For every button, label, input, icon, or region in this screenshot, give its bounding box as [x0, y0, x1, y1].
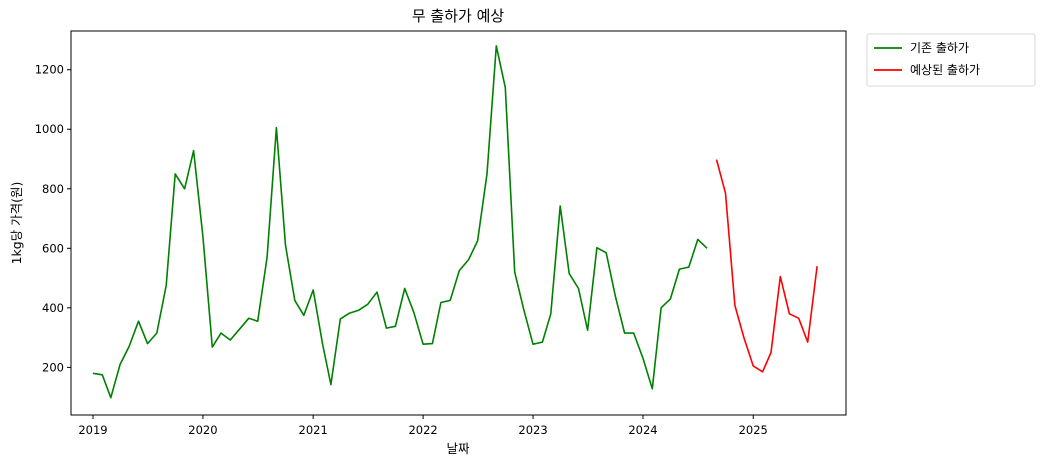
- y-axis: 200 400 600 800 1000 1200: [35, 63, 71, 374]
- x-tick-label: 2021: [299, 423, 328, 437]
- x-tick-label: 2019: [78, 423, 107, 437]
- legend-label-1: 예상된 출하가: [910, 63, 980, 77]
- y-tick-label: 1200: [35, 63, 64, 77]
- x-tick-label: 2023: [518, 423, 547, 437]
- legend-label-0: 기존 출하가: [910, 41, 969, 55]
- y-tick-label: 400: [42, 301, 64, 315]
- legend-frame: [866, 33, 1036, 87]
- y-tick-label: 200: [42, 360, 64, 374]
- series-line-0: [92, 45, 708, 399]
- series-line-1: [715, 159, 818, 373]
- x-axis: 2019 2020 2021 2022 2023 2024 2025: [78, 415, 768, 437]
- x-tick-label: 2020: [188, 423, 217, 437]
- plot-area: [92, 45, 818, 399]
- y-tick-label: 800: [42, 182, 64, 196]
- plot-frame: [70, 30, 847, 416]
- x-axis-label: 날짜: [446, 441, 470, 456]
- x-tick-label: 2025: [739, 423, 768, 437]
- x-tick-label: 2022: [408, 423, 437, 437]
- y-tick-label: 600: [42, 241, 64, 255]
- y-tick-label: 1000: [35, 122, 64, 136]
- x-tick-label: 2024: [628, 423, 657, 437]
- y-axis-label: 1kg당 가격(원): [9, 182, 24, 265]
- chart-title: 무 출하가 예상: [412, 7, 505, 25]
